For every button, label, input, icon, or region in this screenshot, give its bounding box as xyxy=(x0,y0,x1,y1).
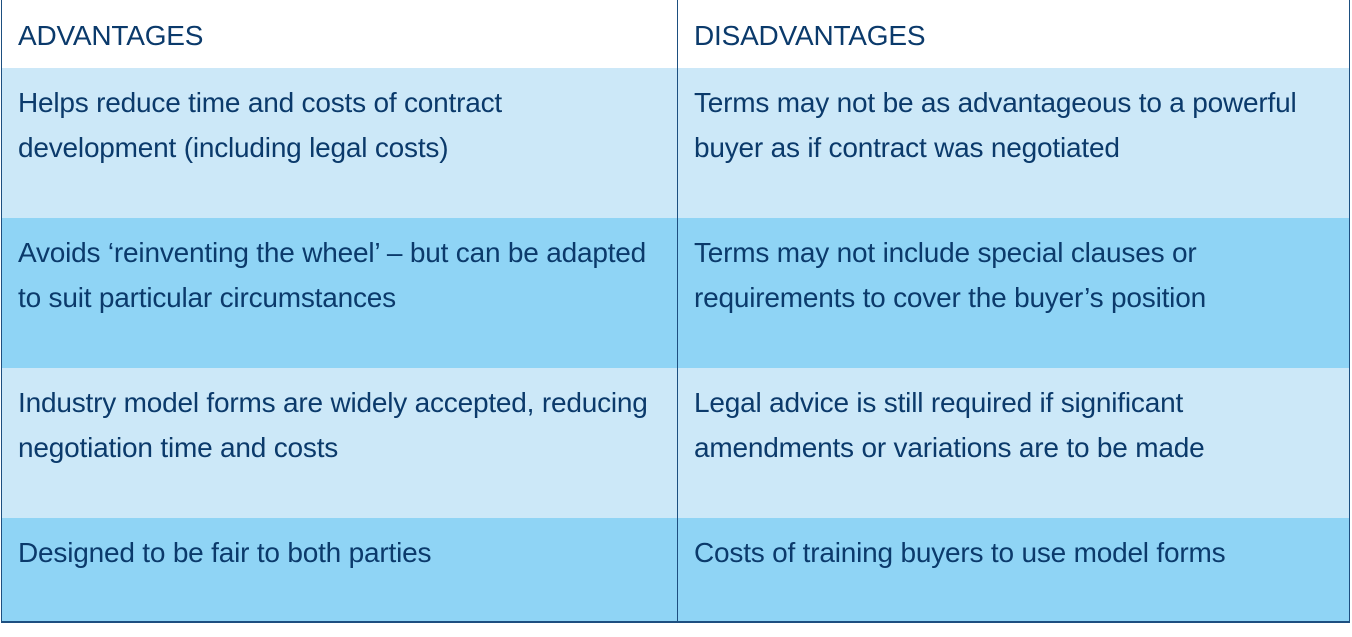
table-row: Helps reduce time and costs of contract … xyxy=(1,68,1350,218)
header-advantages: ADVANTAGES xyxy=(1,0,678,68)
disadvantage-cell: Terms may not be as advantageous to a po… xyxy=(694,87,1297,163)
disadvantage-cell: Legal advice is still required if signif… xyxy=(694,387,1205,463)
disadvantage-cell: Terms may not include special clauses or… xyxy=(694,237,1206,313)
table-header-row: ADVANTAGES DISADVANTAGES xyxy=(1,0,1350,68)
advantage-cell: Industry model forms are widely accepted… xyxy=(1,368,678,518)
advantage-cell: Avoids ‘reinventing the wheel’ – but can… xyxy=(1,218,678,368)
table-row: Avoids ‘reinventing the wheel’ – but can… xyxy=(1,218,1350,368)
advantages-disadvantages-table: ADVANTAGES DISADVANTAGES Helps reduce ti… xyxy=(1,0,1350,623)
table-row: Designed to be fair to both parties Cost… xyxy=(1,518,1350,622)
disadvantage-cell: Costs of training buyers to use model fo… xyxy=(694,537,1226,568)
table-row: Industry model forms are widely accepted… xyxy=(1,368,1350,518)
header-disadvantages: DISADVANTAGES xyxy=(694,20,926,51)
advantage-cell: Designed to be fair to both parties xyxy=(1,518,678,622)
advantage-cell: Helps reduce time and costs of contract … xyxy=(1,68,678,218)
